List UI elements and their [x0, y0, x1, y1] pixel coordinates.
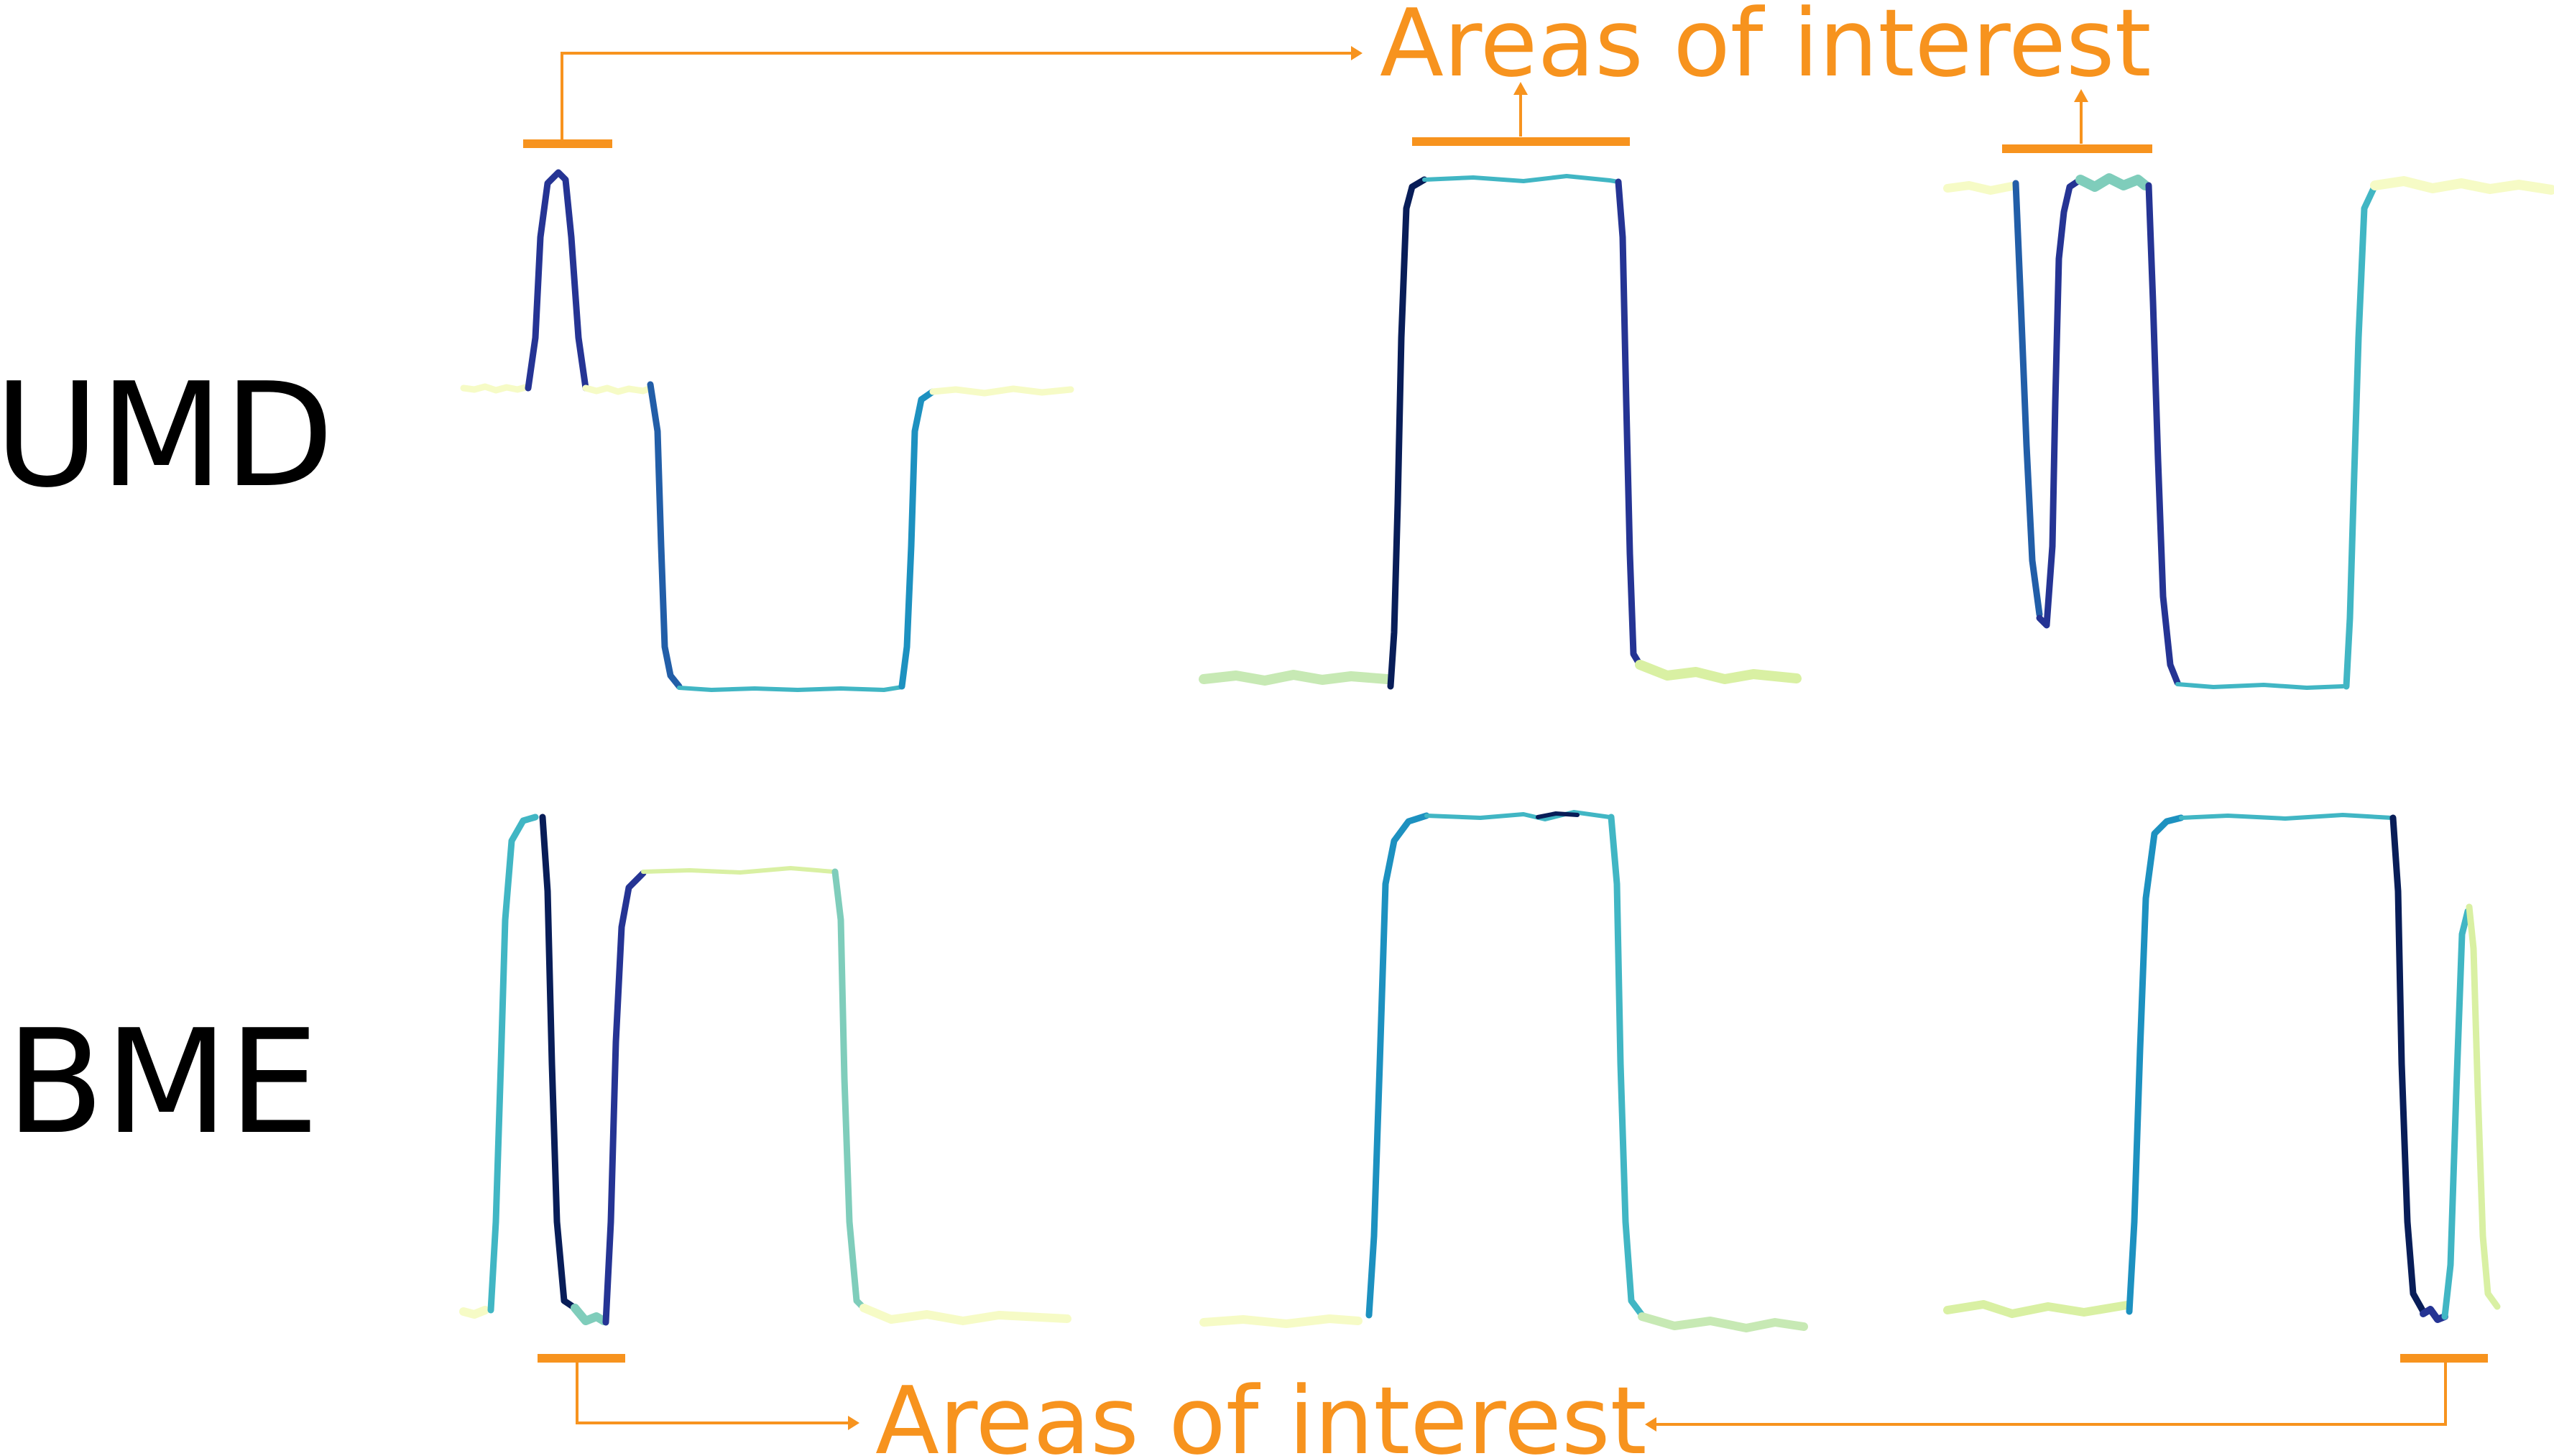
plateau: [1422, 174, 1621, 184]
notch: [2420, 1306, 2448, 1323]
rise: [487, 814, 539, 1314]
bme-panel-2: [1199, 810, 1808, 1332]
spike-fall: [2466, 903, 2501, 1310]
baseline-left: [1199, 670, 1392, 686]
umd-panel-2: [1199, 174, 1802, 690]
rise: [898, 388, 936, 690]
spike: [2441, 908, 2471, 1320]
rise-2: [602, 870, 647, 1326]
connector-left: [576, 1358, 848, 1424]
bme-panel-1: [459, 814, 1071, 1326]
rise: [2126, 814, 2185, 1315]
top-areas-label: Areas of interest: [1380, 0, 2152, 98]
baseline-right: [929, 385, 1074, 397]
plateau-mid: [582, 384, 654, 395]
arrowhead-right-icon: [1351, 46, 1363, 60]
arrowhead-up-icon: [1513, 82, 1528, 95]
baseline-left: [460, 383, 532, 394]
baseline-right: [859, 1304, 1071, 1325]
drop: [2389, 814, 2427, 1315]
dip: [571, 1304, 608, 1325]
notch: [2036, 176, 2084, 629]
baseline-right: [1635, 660, 1802, 684]
umd-panel-1: [460, 169, 1074, 692]
valley: [677, 685, 904, 692]
top-segment: [2075, 173, 2150, 192]
plateau: [641, 866, 836, 875]
plateau-dark: [1536, 811, 1580, 819]
arrowhead-up-icon: [2074, 89, 2088, 102]
fall: [2145, 182, 2181, 686]
rise: [1387, 176, 1428, 690]
drop: [1608, 814, 1646, 1319]
plateau: [2179, 813, 2394, 821]
arrowhead-right-icon: [848, 1416, 859, 1430]
umd-panel-3: [1943, 173, 2554, 690]
connector-right: [1656, 1358, 2447, 1426]
drop: [647, 381, 683, 690]
baseline-right: [1638, 1312, 1808, 1332]
rise: [2343, 182, 2379, 690]
row-label-bme: BME: [6, 999, 319, 1166]
baseline-left: [1943, 181, 2016, 195]
baseline-left: [1943, 1300, 2131, 1318]
peak-rise: [525, 169, 589, 392]
row-label-umd: UMD: [0, 352, 334, 520]
rise: [1365, 812, 1430, 1319]
baseline-left: [1199, 1314, 1363, 1328]
drop: [2012, 180, 2043, 618]
drop: [539, 814, 578, 1312]
baseline-right: [2370, 176, 2554, 195]
baseline-left: [459, 1306, 489, 1319]
plateau: [1424, 810, 1612, 821]
drop-2: [831, 868, 867, 1312]
bme-panel-3: [1943, 813, 2501, 1323]
connector-line: [561, 52, 1351, 144]
bottom-areas-label: Areas of interest: [875, 1366, 1647, 1456]
top-annotation: [523, 46, 2152, 153]
valley: [2175, 682, 2345, 690]
drop: [1615, 178, 1643, 668]
bottom-annotation: [538, 1354, 2488, 1432]
arrowhead-left-icon: [1645, 1417, 1656, 1432]
